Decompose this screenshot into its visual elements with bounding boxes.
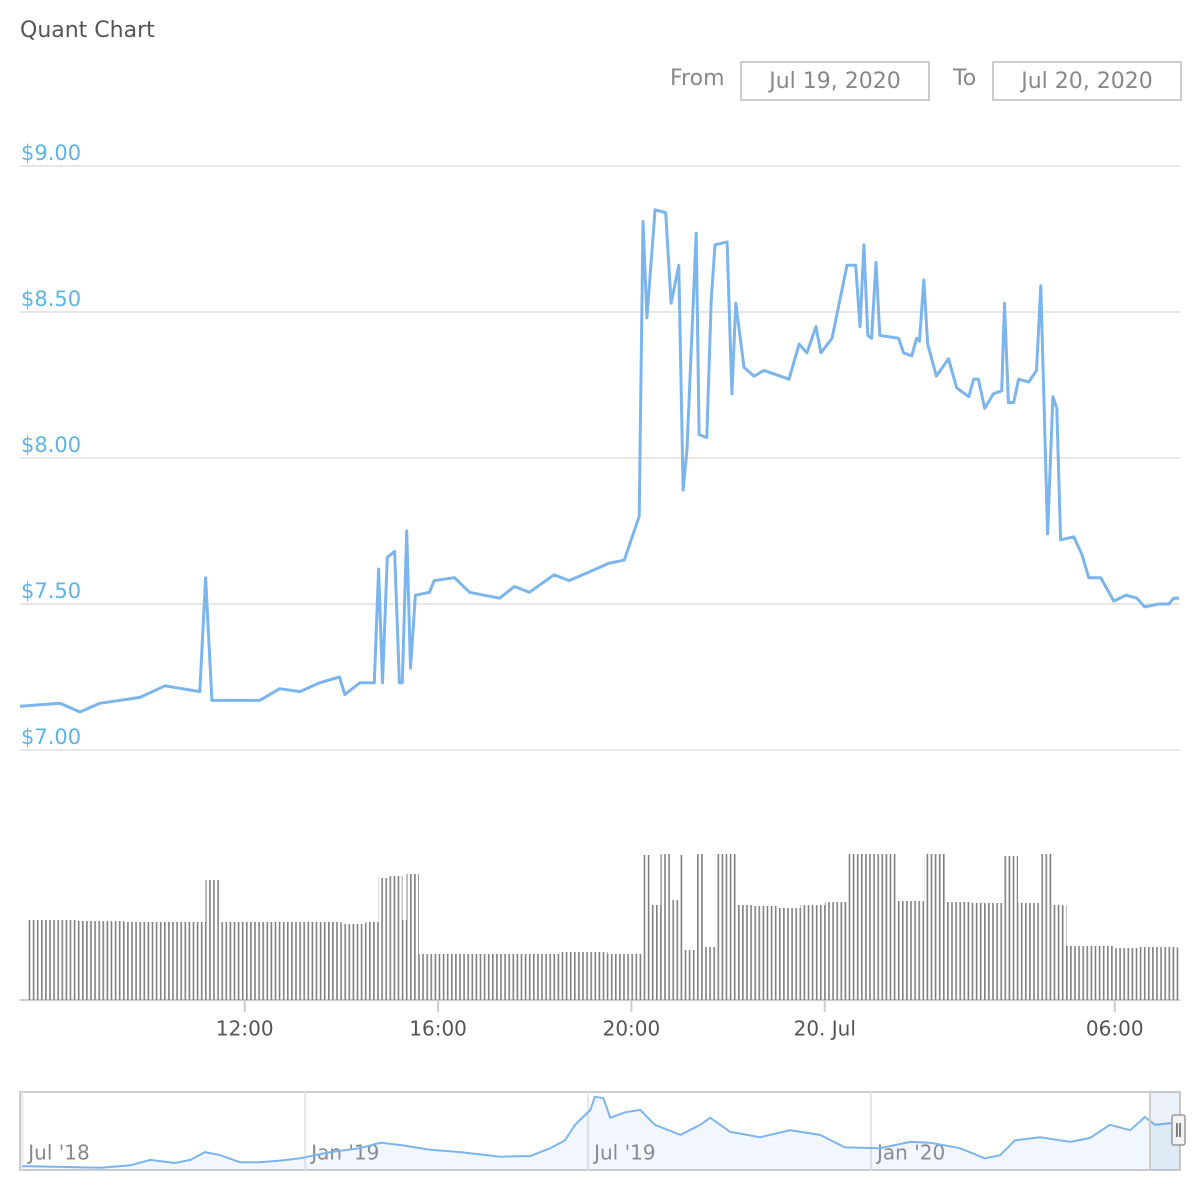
volume-bar [205, 880, 221, 1000]
volume-bar [660, 854, 671, 1000]
volume-bar [650, 905, 661, 1000]
volume-bar [607, 954, 632, 1000]
volume-bar [1177, 948, 1180, 1000]
volume-bar [752, 906, 777, 1000]
chart-title: Quant Chart [20, 18, 155, 43]
volume-bar [244, 922, 269, 1000]
x-tick-label: 16:00 [409, 1017, 467, 1041]
volume-bar [631, 954, 644, 1000]
volume-bar [534, 954, 559, 1000]
volume-bar [99, 921, 124, 1000]
volume-bar [897, 901, 924, 1000]
from-label: From [670, 66, 725, 91]
navigator-tick-label: Jul '19 [592, 1141, 655, 1165]
volume-bar [75, 921, 100, 1000]
volume-bar [510, 954, 535, 1000]
volume-bar [341, 924, 366, 1000]
x-tick-label: 20:00 [603, 1017, 661, 1041]
volume-bar [715, 854, 729, 1000]
volume-bar [394, 876, 403, 1000]
volume-bar [1138, 947, 1164, 1000]
volume-bar [969, 903, 1005, 1000]
price-line [19, 208, 1179, 714]
y-tick-label: $8.50 [21, 287, 81, 311]
volume-bar [486, 954, 511, 1000]
volume-bar [317, 922, 342, 1000]
volume-bar [684, 950, 697, 1000]
volume-bar [696, 854, 704, 1000]
volume-bar [220, 922, 245, 1000]
volume-bar [846, 854, 856, 1000]
volume-bar [800, 905, 825, 1000]
volume-bar [51, 920, 76, 1000]
volume-bar [268, 922, 294, 1000]
volume-bar [776, 908, 801, 1000]
volume-bar [863, 854, 876, 1000]
y-tick-label: $8.00 [21, 433, 81, 457]
volume-bar [27, 920, 52, 1000]
volume-bar [1004, 856, 1019, 1000]
volume-bar [1114, 948, 1139, 1000]
x-tick-label: 12:00 [216, 1017, 274, 1041]
to-input[interactable]: Jul 20, 2020 [992, 61, 1182, 101]
x-tick-label: 06:00 [1086, 1017, 1144, 1041]
volume-bar [196, 922, 206, 1000]
volume-bar [293, 922, 318, 1000]
navigator-handle[interactable] [1171, 1114, 1186, 1146]
volume-bar [418, 954, 439, 1000]
navigator-tick-label: Jul '18 [26, 1141, 89, 1165]
volume-bar [1090, 946, 1115, 1000]
volume-bar [728, 854, 736, 1000]
volume-bar [670, 900, 680, 1000]
navigator-tick-label: Jan '19 [309, 1141, 379, 1165]
volume-bar [875, 854, 898, 1000]
volume-bar [703, 947, 716, 1000]
volume-bar [583, 952, 608, 1000]
volume-bar [558, 952, 584, 1000]
volume-bar [1163, 947, 1178, 1000]
volume-bar [378, 878, 388, 1000]
navigator-area [22, 1096, 1180, 1170]
volume-bar [123, 922, 149, 1000]
x-tick-label: 20. Jul [794, 1017, 856, 1041]
volume-bar [402, 920, 407, 1000]
navigator-line [22, 1095, 1181, 1169]
y-tick-label: $7.50 [21, 579, 81, 603]
volume-bar [148, 922, 173, 1000]
volume-bar [172, 922, 197, 1000]
volume-bar [1051, 905, 1067, 1000]
volume-bar [643, 855, 651, 1000]
volume-bar [855, 854, 864, 1000]
volume-bar [1066, 946, 1091, 1000]
volume-bar [406, 874, 419, 1000]
volume-bar [365, 922, 379, 1000]
y-tick-label: $9.00 [21, 141, 81, 165]
navigator-tick-label: Jan '20 [875, 1141, 945, 1165]
from-input[interactable]: Jul 19, 2020 [740, 61, 930, 101]
volume-bar [679, 855, 685, 1000]
volume-bar [1040, 854, 1052, 1000]
volume-bar [923, 854, 946, 1000]
volume-bar [387, 876, 395, 1000]
volume-bar [1018, 903, 1041, 1000]
y-tick-label: $7.00 [21, 725, 81, 749]
volume-bar [438, 954, 463, 1000]
volume-bar [735, 905, 753, 1000]
volume-bar [462, 954, 487, 1000]
volume-bar [945, 902, 970, 1000]
to-label: To [953, 66, 977, 91]
volume-bar [824, 902, 847, 1000]
